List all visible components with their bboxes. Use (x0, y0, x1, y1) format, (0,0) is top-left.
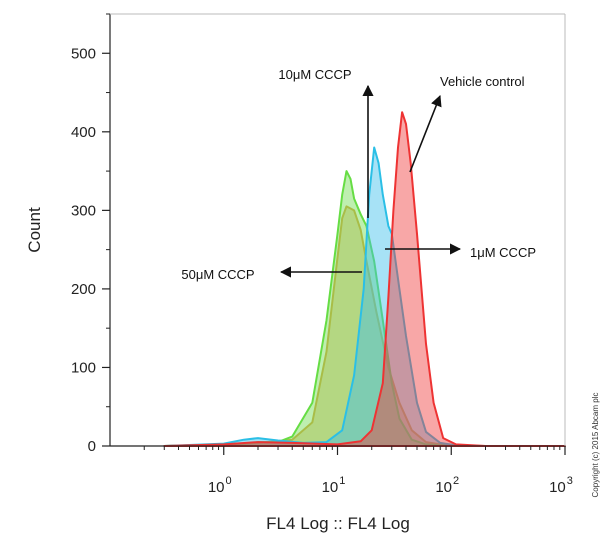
y-axis: 0 100 200 300 400 500 (71, 13, 110, 455)
annotation-arrow (409, 94, 442, 173)
copyright-notice: Copyright (c) 2015 Abcam plc (591, 393, 600, 498)
annotation-label: 10μM CCCP (278, 67, 351, 82)
y-tick-label: 400 (71, 124, 96, 141)
annotations: 10μM CCCP Vehicle control 1μM CCCP 50μM CCC… (181, 67, 536, 282)
y-tick-label: 0 (88, 438, 96, 455)
y-tick-label: 100 (71, 359, 96, 376)
annotation-label: 50μM CCCP (181, 267, 254, 282)
x-tick-exponent: 3 (567, 475, 573, 487)
x-tick-label: 103 (549, 475, 573, 496)
x-tick-label: 102 (435, 475, 459, 496)
x-axis: 100 101 102 103 (143, 446, 573, 496)
y-tick-label: 500 (71, 45, 96, 62)
x-axis-title: FL4 Log :: FL4 Log (266, 514, 410, 533)
x-tick-exponent: 1 (339, 475, 345, 487)
annotation-label: Vehicle control (440, 74, 525, 89)
x-tick-exponent: 2 (453, 475, 459, 487)
series-vehicle-control-area (163, 111, 566, 447)
x-tick-label: 101 (322, 475, 346, 496)
series-1-m-cccp-area (163, 146, 566, 447)
x-tick-exponent: 0 (226, 475, 232, 487)
y-tick-label: 200 (71, 281, 96, 298)
annotation-label: 1μM CCCP (470, 245, 536, 260)
x-tick-label: 100 (208, 475, 232, 496)
y-axis-title: Count (25, 207, 44, 253)
y-tick-label: 300 (71, 202, 96, 219)
plot-area (163, 111, 566, 447)
series-50-m-cccp-area (163, 205, 566, 447)
